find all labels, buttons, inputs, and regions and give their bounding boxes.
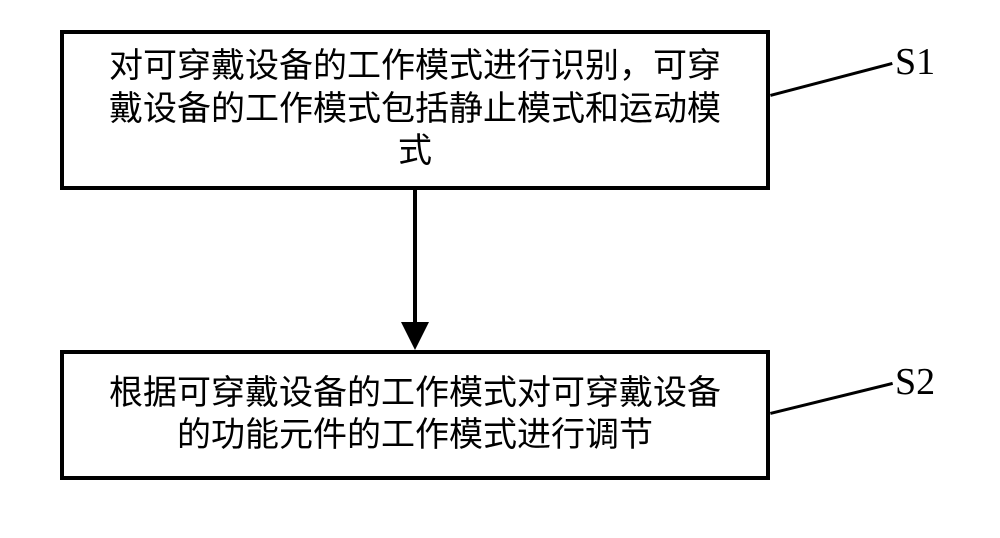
flowchart-canvas: 对可穿戴设备的工作模式进行识别，可穿戴设备的工作模式包括静止模式和运动模式 根据… [0, 0, 1000, 538]
flow-edge-s1-s2 [387, 190, 443, 350]
leader-line-s1 [770, 62, 893, 97]
step-label-s2: S2 [895, 360, 935, 404]
leader-line-s2 [770, 382, 893, 415]
flow-node-s1: 对可穿戴设备的工作模式进行识别，可穿戴设备的工作模式包括静止模式和运动模式 [60, 30, 770, 190]
flow-node-s2-text: 根据可穿戴设备的工作模式对可穿戴设备的功能元件的工作模式进行调节 [109, 373, 721, 458]
step-label-s1: S1 [895, 40, 935, 84]
flow-node-s2: 根据可穿戴设备的工作模式对可穿戴设备的功能元件的工作模式进行调节 [60, 350, 770, 480]
flow-node-s1-text: 对可穿戴设备的工作模式进行识别，可穿戴设备的工作模式包括静止模式和运动模式 [109, 46, 721, 174]
